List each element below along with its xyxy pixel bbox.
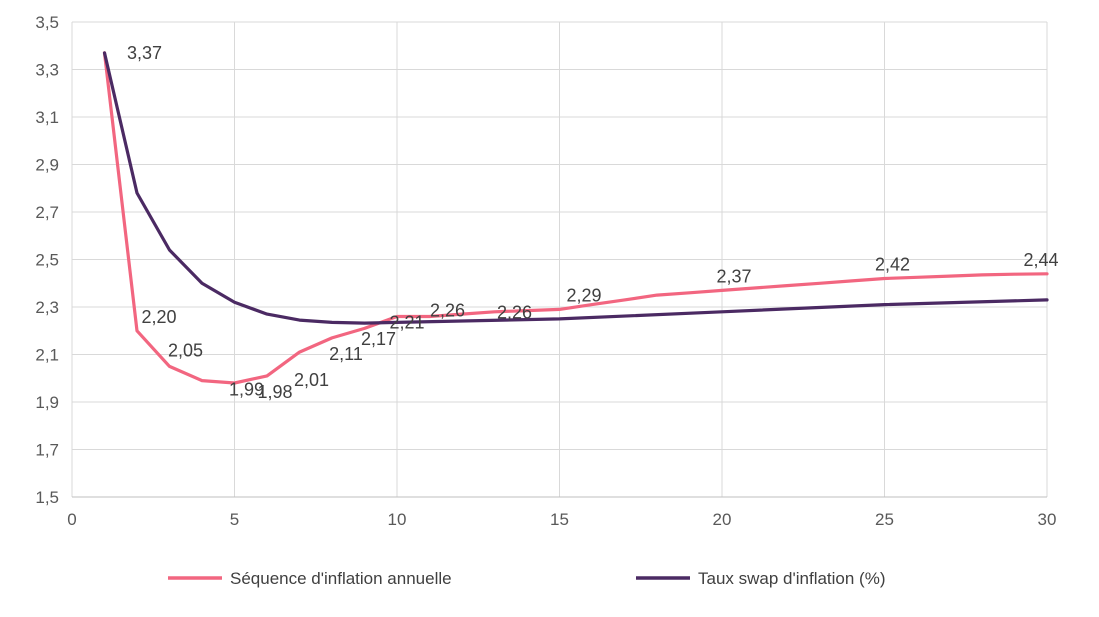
data-label: 2,05	[168, 340, 203, 360]
axes: 1,5 1,7 1,9 2,1 2,3 2,5 2,7 2,9 3,1 3,3 3,5 0 5 10 15 2…	[35, 13, 1056, 529]
x-tick-label: 10	[388, 510, 407, 529]
y-tick-label: 3,3	[35, 61, 59, 80]
data-label: 2,11	[329, 344, 363, 364]
data-label: 1,98	[257, 382, 292, 402]
data-label: 2,37	[716, 266, 751, 286]
x-tick-label: 30	[1038, 510, 1057, 529]
y-tick-label: 2,3	[35, 298, 59, 317]
series-lines	[102, 51, 1049, 385]
y-tick-label: 2,5	[35, 251, 59, 270]
y-tick-label: 1,7	[35, 441, 59, 460]
data-label: 2,44	[1023, 250, 1058, 270]
data-label: 2,01	[294, 370, 329, 390]
x-tick-label: 20	[713, 510, 732, 529]
y-tick-label: 1,5	[35, 488, 59, 507]
y-tick-label: 3,5	[35, 13, 59, 32]
x-tick-label: 15	[550, 510, 569, 529]
y-tick-label: 2,7	[35, 203, 59, 222]
data-label: 1,99	[229, 380, 264, 400]
legend-label-1: Taux swap d'inflation (%)	[698, 569, 886, 588]
data-label: 2,26	[430, 301, 465, 321]
y-tick-label: 1,9	[35, 393, 59, 412]
data-labels: 3,37 2,20 2,05 1,991,982,012,112,172,21 2,26…	[127, 43, 1059, 402]
data-label: 2,26	[497, 303, 532, 323]
series-line-1	[102, 51, 1049, 325]
data-label: 3,37	[127, 43, 162, 63]
data-label: 2,42	[875, 255, 910, 275]
series-line-0	[102, 51, 1049, 385]
y-tick-label: 2,9	[35, 156, 59, 175]
legend-label-0: Séquence d'inflation annuelle	[230, 569, 452, 588]
data-label: 2,20	[141, 307, 176, 327]
x-tick-label: 0	[67, 510, 76, 529]
gridlines	[71, 21, 1048, 498]
data-label: 2,21	[389, 312, 424, 332]
legend: Séquence d'inflation annuelle Taux swap d…	[168, 569, 886, 588]
data-label: 2,29	[566, 285, 601, 305]
x-tick-label: 5	[230, 510, 239, 529]
y-tick-label: 3,1	[35, 108, 59, 127]
x-tick-label: 25	[875, 510, 894, 529]
data-label: 2,17	[361, 329, 396, 349]
y-tick-label: 2,1	[35, 346, 59, 365]
